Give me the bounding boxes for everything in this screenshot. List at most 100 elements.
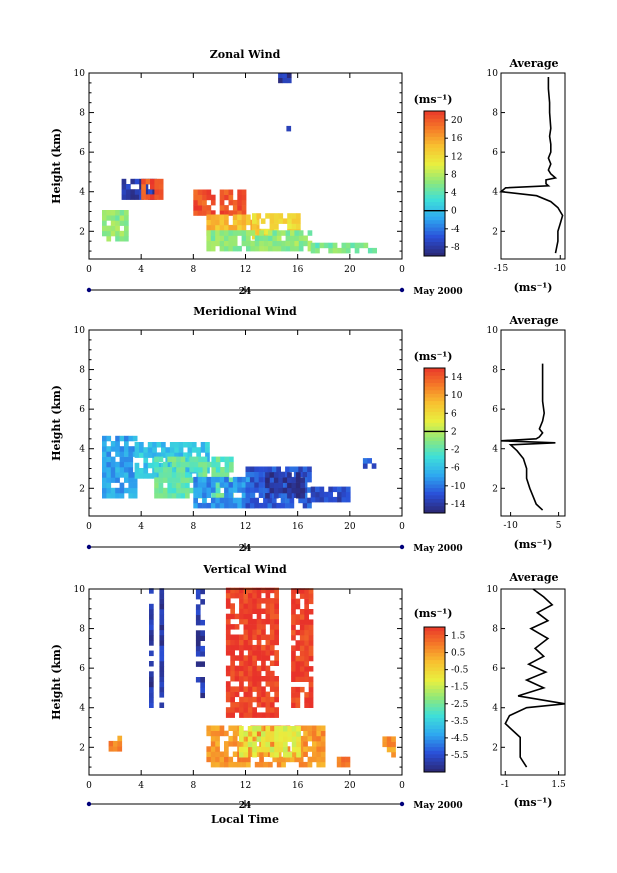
heatmap-cell — [206, 235, 212, 241]
colorbar-swatch — [424, 480, 445, 485]
heatmap-cell — [225, 598, 231, 604]
heatmap-cell — [247, 665, 253, 672]
heatmap-cell — [189, 477, 195, 483]
heatmap-cell — [293, 466, 299, 472]
heatmap-cell — [215, 761, 220, 768]
heatmap-cell — [247, 741, 253, 748]
heatmap-cell — [323, 496, 329, 503]
heatmap-cell — [256, 746, 262, 753]
heatmap-cell — [241, 756, 247, 763]
heatmap-cell — [287, 487, 292, 494]
heatmap-cell — [215, 735, 220, 742]
heatmap-cell — [243, 618, 249, 625]
heatmap-cell — [245, 487, 251, 493]
heatmap-cell — [241, 214, 247, 220]
heatmap-cell — [265, 618, 271, 625]
heatmap-cell — [187, 442, 193, 448]
heatmap-cell — [224, 472, 230, 478]
heatmap-cell — [345, 756, 351, 763]
heatmap-cell — [304, 603, 309, 610]
heatmap-cell — [210, 476, 216, 483]
colorbar-tick-label: 8 — [451, 170, 457, 180]
colorbar-swatch — [424, 121, 445, 127]
heatmap-cell — [241, 492, 247, 498]
heatmap-cell — [171, 461, 177, 468]
zonal-ylabel: Height (km) — [50, 128, 63, 204]
heatmap-cell — [224, 235, 229, 241]
heatmap-cell — [119, 446, 125, 452]
heatmap-cell — [159, 681, 165, 688]
heatmap-cell — [274, 608, 279, 614]
heatmap-cell — [202, 492, 207, 498]
heatmap-cell — [224, 210, 229, 216]
heatmap-cell — [193, 476, 198, 483]
heatmap-cell — [363, 242, 369, 249]
heatmap-cell — [210, 219, 216, 226]
heatmap-cell — [193, 194, 198, 201]
heatmap-cell — [185, 482, 190, 489]
colorbar-swatch — [424, 161, 445, 166]
heatmap-cell — [283, 752, 288, 758]
heatmap-cell — [299, 645, 305, 651]
heatmap-cell — [243, 592, 249, 599]
heatmap-cell — [197, 205, 203, 211]
heatmap-cell — [195, 609, 201, 615]
heatmap-cell — [304, 640, 309, 646]
heatmap-cell — [241, 194, 247, 201]
colorbar-swatch — [424, 764, 445, 769]
colorbar-swatch — [424, 129, 445, 134]
heatmap-cell — [245, 471, 251, 478]
heatmap-cell — [391, 741, 396, 748]
heatmap-cell — [225, 665, 231, 672]
heatmap-cell — [274, 726, 279, 732]
heatmap-cell — [154, 493, 159, 499]
heatmap-cell — [154, 189, 160, 195]
heatmap-cell — [119, 220, 125, 226]
heatmap-cell — [252, 746, 257, 753]
heatmap-cell — [291, 593, 296, 599]
heatmap-cell — [237, 210, 242, 216]
heatmap-cell — [195, 614, 201, 621]
heatmap-cell — [200, 645, 205, 652]
heatmap-cell — [159, 603, 165, 610]
average-y-tick-label: 8 — [492, 625, 498, 635]
heatmap-cell — [232, 240, 238, 247]
heatmap-cell — [243, 691, 249, 698]
heatmap-cell — [187, 447, 193, 453]
heatmap-cell — [260, 218, 266, 224]
heatmap-cell — [158, 189, 164, 195]
colorbar-swatch — [424, 728, 445, 733]
heatmap-cell — [124, 210, 129, 216]
heatmap-cell — [239, 746, 244, 753]
heatmap-region — [286, 125, 292, 132]
heatmap-cell — [304, 609, 309, 615]
heatmap-cell — [167, 472, 173, 478]
heatmap-cell — [320, 725, 326, 731]
colorbar-swatch — [424, 237, 445, 243]
colorbar-swatch — [424, 627, 445, 632]
heatmap-cell — [308, 640, 314, 646]
heatmap-cell — [265, 634, 271, 640]
heatmap-cell — [195, 635, 201, 641]
heatmap-cell — [243, 686, 249, 692]
heatmap-cell — [237, 224, 242, 231]
heatmap-cell — [252, 752, 257, 758]
heatmap-cell — [115, 441, 120, 447]
heatmap-cell — [202, 199, 207, 206]
heatmap-cell — [143, 473, 149, 479]
heatmap-cell — [174, 442, 179, 448]
heatmap-cell — [171, 493, 177, 499]
heatmap-cell — [141, 194, 146, 200]
heatmap-cell — [195, 630, 201, 636]
heatmap-cell — [337, 486, 342, 493]
heatmap-cell — [243, 746, 249, 753]
heatmap-cell — [362, 463, 368, 469]
heatmap-cell — [102, 220, 107, 226]
heatmap-cell — [269, 702, 275, 708]
heatmap-cell — [319, 242, 325, 249]
heatmap-cell — [119, 215, 125, 221]
heatmap-cell — [354, 242, 360, 249]
colorbar-frame — [423, 626, 446, 773]
heatmap-cell — [274, 613, 279, 620]
